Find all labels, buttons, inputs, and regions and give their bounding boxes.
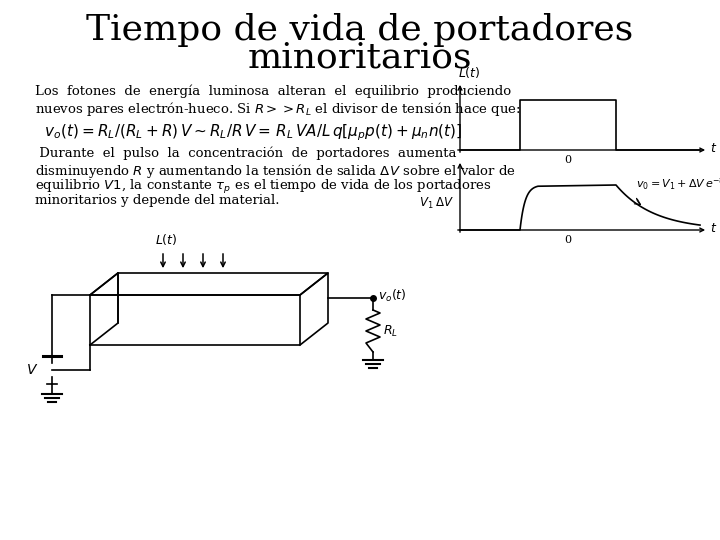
Text: $L(t)$: $L(t)$ — [458, 65, 480, 80]
Text: minoritarios: minoritarios — [248, 41, 472, 75]
Text: $L(t)$: $L(t)$ — [155, 232, 178, 247]
Text: Los  fotones  de  energía  luminosa  alteran  el  equilibrio  produciendo: Los fotones de energía luminosa alteran … — [35, 84, 511, 98]
Text: Durante  el  pulso  la  concentración  de  portadores  aumenta: Durante el pulso la concentración de por… — [35, 146, 456, 159]
Text: Tiempo de vida de portadores: Tiempo de vida de portadores — [86, 13, 634, 47]
Text: minoritarios y depende del material.: minoritarios y depende del material. — [35, 194, 279, 207]
Text: 0: 0 — [564, 155, 572, 165]
Text: 0: 0 — [564, 235, 572, 245]
Text: $V_1\;\Delta V$: $V_1\;\Delta V$ — [420, 195, 455, 211]
Text: equilibrio $V1$, la constante $\tau_p$ es el tiempo de vida de los portadores: equilibrio $V1$, la constante $\tau_p$ e… — [35, 178, 492, 196]
Text: $t$: $t$ — [710, 143, 717, 156]
Text: disminuyendo $R$ y aumentando la tensión de salida $\Delta V$ sobre el valor de: disminuyendo $R$ y aumentando la tensión… — [35, 162, 516, 180]
Text: $v_0 = V_1 + \Delta V\, e^{-t/\tau_p}$: $v_0 = V_1 + \Delta V\, e^{-t/\tau_p}$ — [636, 174, 720, 193]
Text: $v_o(t) = R_L /( R_L + R)\, V \sim R_L /R\, V=\, R_L\, V A / L\, q[\mu_p p(t)+ \: $v_o(t) = R_L /( R_L + R)\, V \sim R_L /… — [35, 122, 462, 143]
Text: $t$: $t$ — [710, 222, 717, 235]
Text: $R_L$: $R_L$ — [383, 323, 398, 339]
Text: $V$: $V$ — [26, 363, 38, 377]
Text: $v_o(t)$: $v_o(t)$ — [378, 288, 407, 304]
Text: nuevos pares electrón-hueco. Si $R >> R_L$ el divisor de tensión hace que:: nuevos pares electrón-hueco. Si $R >> R_… — [35, 100, 521, 118]
